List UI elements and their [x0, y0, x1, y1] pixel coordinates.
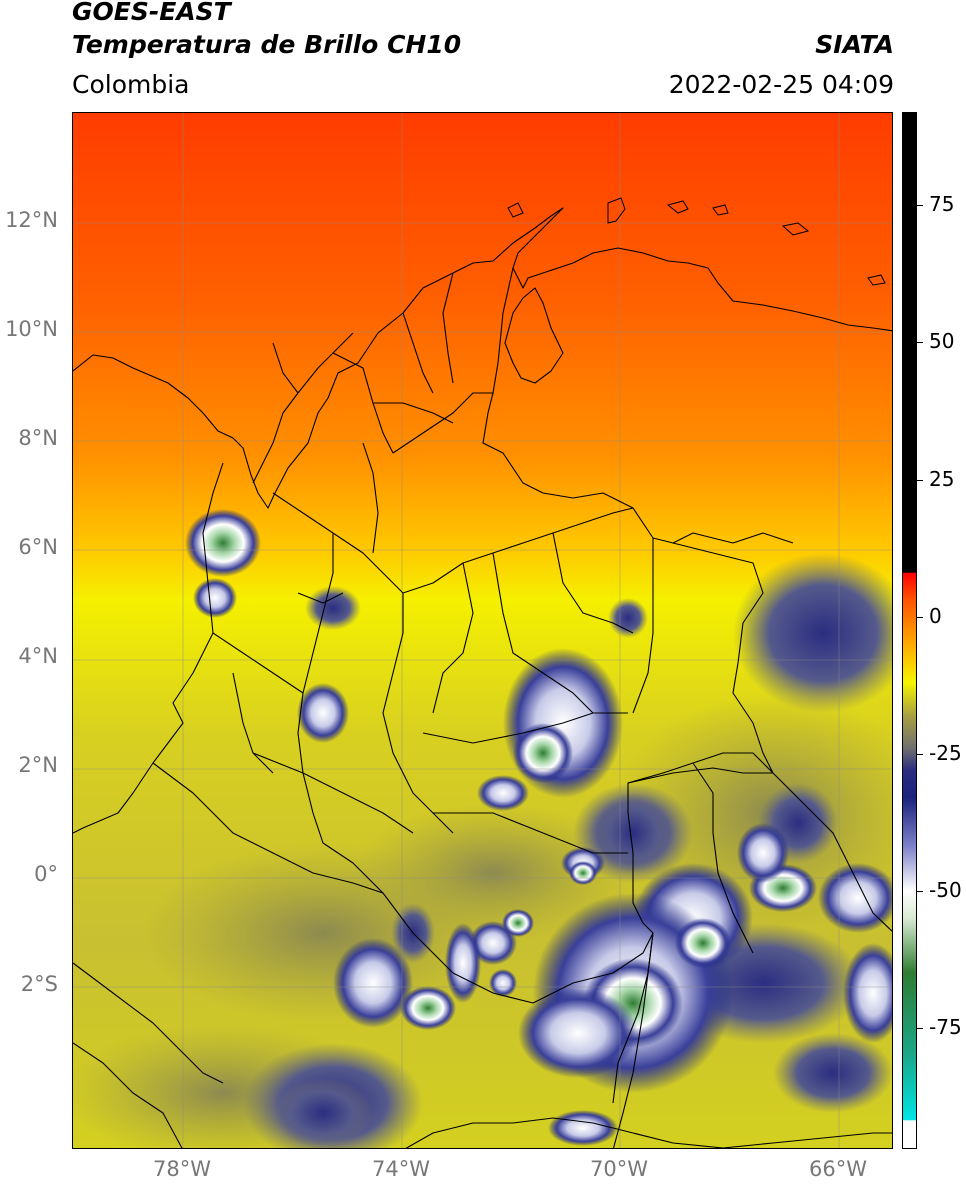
colorbar-tick-mark: [917, 342, 923, 344]
region-label: Colombia: [72, 70, 190, 99]
convective-cloud-cells: [185, 509, 892, 1148]
lat-tick-8n: 8°N: [18, 426, 58, 450]
colorbar-tick-label: -25: [929, 741, 962, 765]
lon-tick-78w: 78°W: [153, 1157, 211, 1181]
colorbar-tick-label: -75: [929, 1015, 962, 1040]
lon-tick-74w: 74°W: [372, 1157, 430, 1181]
colorbar-tick-label: -50: [929, 878, 962, 903]
colorbar-tick-label: 0: [929, 603, 942, 628]
colorbar-tick-mark: [917, 891, 923, 893]
caribbean-islands: [507, 197, 886, 286]
satellite-title: GOES-EAST: [72, 0, 231, 26]
colorbar-tick-label: 75: [929, 192, 955, 217]
coastlines-and-borders: [73, 207, 892, 1148]
colorbar: [902, 112, 917, 1149]
lat-tick-10n: 10°N: [5, 317, 58, 341]
lat-tick-12n: 12°N: [5, 208, 58, 232]
colorbar-tick-mark: [917, 1028, 923, 1030]
datetime-label: 2022-02-25 04:09: [668, 70, 894, 99]
colorbar-tick-label: 25: [929, 466, 955, 491]
colorbar-tick-mark: [917, 616, 923, 618]
lat-tick-4n: 4°N: [18, 644, 58, 668]
lat-tick-2s: 2°S: [20, 972, 58, 996]
colorbar-tick-mark: [917, 479, 923, 481]
colorbar-tick-mark: [917, 205, 923, 207]
lon-tick-66w: 66°W: [809, 1157, 867, 1181]
lat-tick-6n: 6°N: [18, 535, 58, 559]
map-canvas: [73, 113, 892, 1148]
organization-label: SIATA: [815, 30, 894, 59]
lat-tick-0: 0°: [34, 862, 58, 886]
product-title: Temperatura de Brillo CH10: [72, 30, 462, 59]
satellite-map[interactable]: [72, 112, 893, 1149]
lat-tick-2n: 2°N: [18, 753, 58, 777]
colorbar-tick-mark: [917, 754, 923, 755]
lon-tick-70w: 70°W: [590, 1157, 648, 1181]
colorbar-tick-label: 50: [929, 329, 955, 354]
